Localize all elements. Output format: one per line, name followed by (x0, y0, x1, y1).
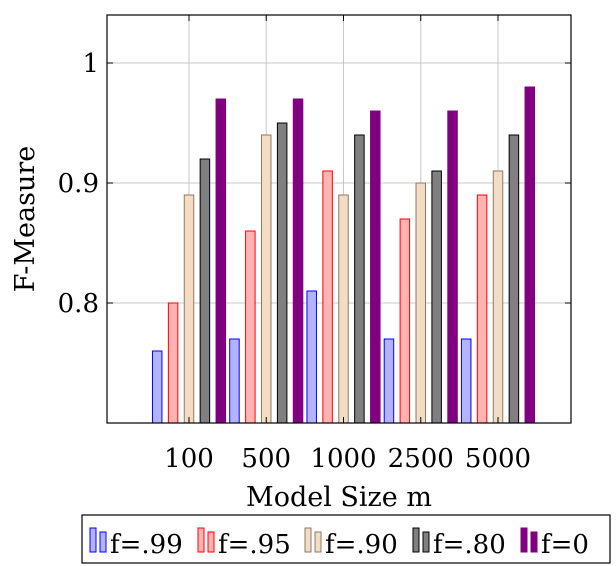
bar-f=.99-2500 (383, 338, 395, 424)
bar-f=.80-100 (199, 158, 211, 424)
legend-item: f=.95 (197, 527, 291, 560)
x-tick-label: 1000 (310, 444, 376, 474)
bar-f=.90-5000 (492, 170, 504, 424)
bar-f=.80-500 (276, 122, 288, 424)
legend-swatch (314, 531, 322, 553)
tick-labels: 0.8 0.9 1 100 500 1000 2500 5000 (58, 15, 571, 474)
y-tick-label: 1 (82, 49, 99, 79)
bar-f=.90-500 (261, 134, 272, 424)
bar-f=0-100 (215, 98, 227, 424)
bar-f=.80-2500 (431, 170, 442, 424)
bar-f=0-500 (292, 98, 304, 424)
x-axis-label: Model Size m (246, 482, 432, 513)
bar-f=0-2500 (447, 110, 458, 424)
legend-item: f=0 (520, 527, 589, 560)
legend-label: f=0 (541, 530, 589, 560)
y-tick-label: 0.8 (58, 289, 99, 319)
legend-swatch (304, 527, 312, 553)
legend-item: f=.90 (304, 527, 398, 560)
bar-f=.99-1000 (306, 290, 317, 424)
legend-item: f=.99 (89, 527, 183, 560)
legend-label: f=.80 (433, 530, 506, 560)
bar-f=.80-1000 (354, 134, 365, 424)
bar-f=.99-100 (151, 350, 163, 424)
legend-item: f=.80 (412, 527, 506, 560)
bar-f=.90-2500 (415, 182, 426, 424)
x-tick-label: 5000 (465, 444, 531, 474)
legend-swatch (197, 527, 205, 553)
bar-f=.80-5000 (508, 134, 520, 424)
plot-area-frame (106, 14, 572, 424)
bar-f=.95-2500 (399, 218, 411, 424)
bar-f=.95-100 (167, 302, 179, 424)
bar-f=.90-1000 (338, 194, 349, 424)
legend-swatch (89, 527, 97, 553)
bar-f=.99-500 (229, 338, 240, 424)
bar-f=.90-100 (183, 194, 195, 424)
legend-label: f=.95 (218, 530, 291, 560)
legend-label: f=.99 (110, 530, 183, 560)
y-axis-label: F-Measure (10, 146, 41, 293)
legend-swatch (412, 527, 420, 553)
x-tick-label: 2500 (388, 444, 454, 474)
bar-f=0-5000 (524, 86, 536, 424)
bar-f=.95-500 (245, 230, 256, 424)
legend-swatch (422, 531, 430, 553)
bar-f=.95-5000 (476, 194, 488, 424)
legend-swatch (99, 531, 107, 553)
legend-swatch (530, 531, 538, 553)
y-tick-label: 0.9 (58, 169, 99, 199)
x-tick-label: 100 (164, 444, 214, 474)
bar-f=.95-1000 (322, 170, 333, 424)
bar-f=.99-5000 (460, 338, 472, 424)
legend-swatch (520, 527, 528, 553)
legend: f=.99 f=.95 f=.90 f=.80 f=0 (81, 514, 611, 564)
legend-swatch (207, 531, 215, 553)
legend-label: f=.90 (325, 530, 398, 560)
bar-f=0-1000 (370, 110, 381, 424)
x-tick-label: 500 (241, 444, 291, 474)
